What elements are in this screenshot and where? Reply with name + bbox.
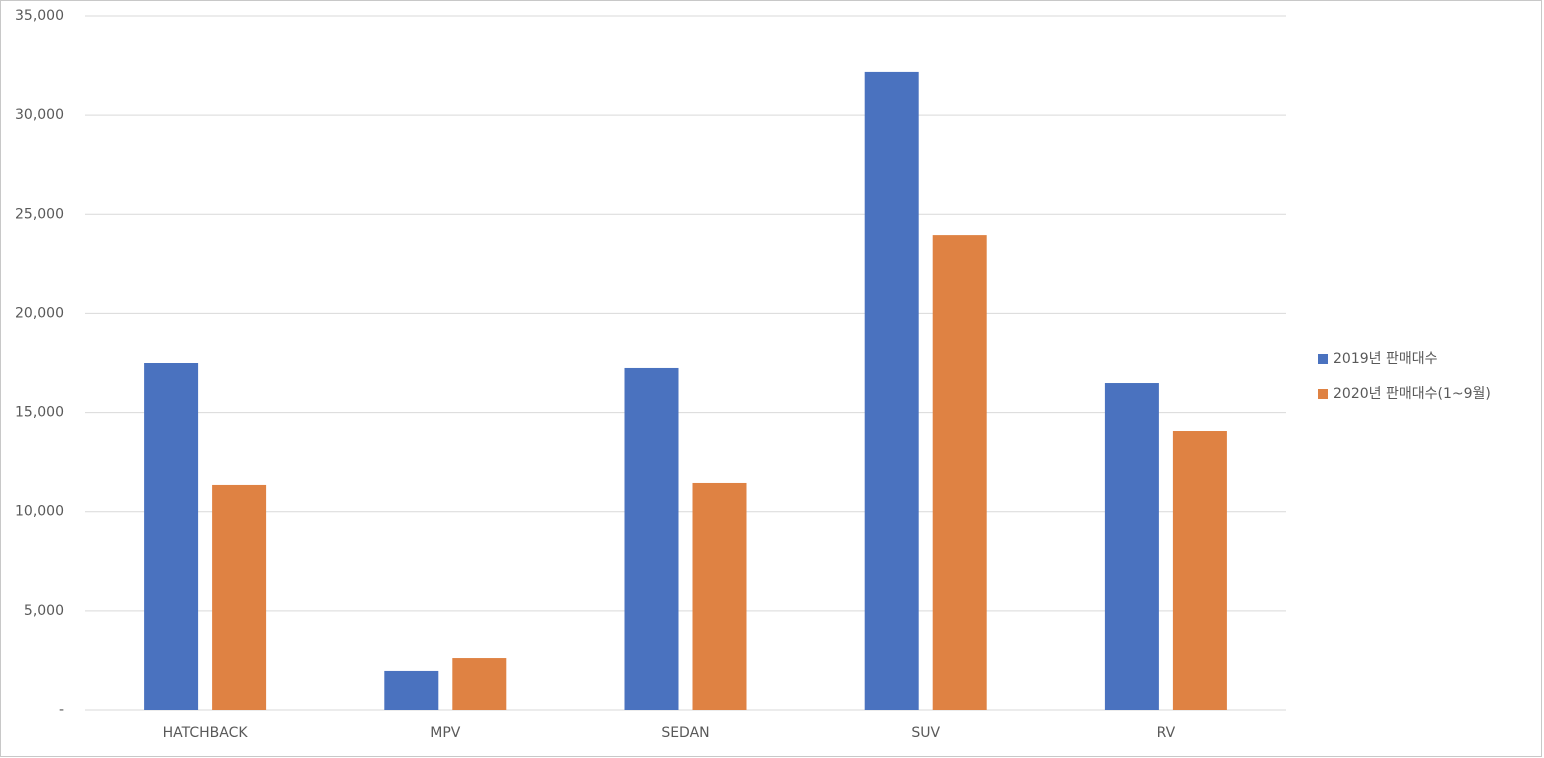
legend-label: 2020년 판매대수(1~9월) bbox=[1333, 386, 1491, 402]
bar bbox=[692, 482, 747, 710]
y-tick-label: 15,000 bbox=[15, 405, 64, 421]
bar bbox=[624, 367, 679, 710]
y-tick-label: - bbox=[59, 702, 64, 718]
y-tick-label: 5,000 bbox=[24, 603, 64, 619]
y-tick-label: 30,000 bbox=[15, 107, 64, 123]
bar bbox=[1172, 431, 1227, 710]
x-tick-label: SEDAN bbox=[661, 725, 709, 741]
bar bbox=[452, 658, 507, 710]
bar bbox=[1104, 383, 1159, 710]
legend-label: 2019년 판매대수 bbox=[1333, 351, 1438, 367]
x-tick-label: RV bbox=[1157, 725, 1176, 741]
bar bbox=[864, 71, 919, 711]
bar bbox=[212, 484, 267, 710]
x-tick-label: HATCHBACK bbox=[163, 725, 249, 741]
y-tick-label: 35,000 bbox=[15, 8, 64, 24]
y-tick-label: 10,000 bbox=[15, 504, 64, 520]
x-tick-label: SUV bbox=[911, 725, 940, 741]
x-tick-label: MPV bbox=[430, 725, 461, 741]
bar bbox=[384, 670, 439, 710]
bar bbox=[932, 235, 987, 710]
legend-swatch bbox=[1318, 354, 1328, 364]
y-tick-label: 25,000 bbox=[15, 206, 64, 222]
y-tick-label: 20,000 bbox=[15, 305, 64, 321]
legend-swatch bbox=[1318, 389, 1328, 399]
bar bbox=[144, 363, 199, 710]
